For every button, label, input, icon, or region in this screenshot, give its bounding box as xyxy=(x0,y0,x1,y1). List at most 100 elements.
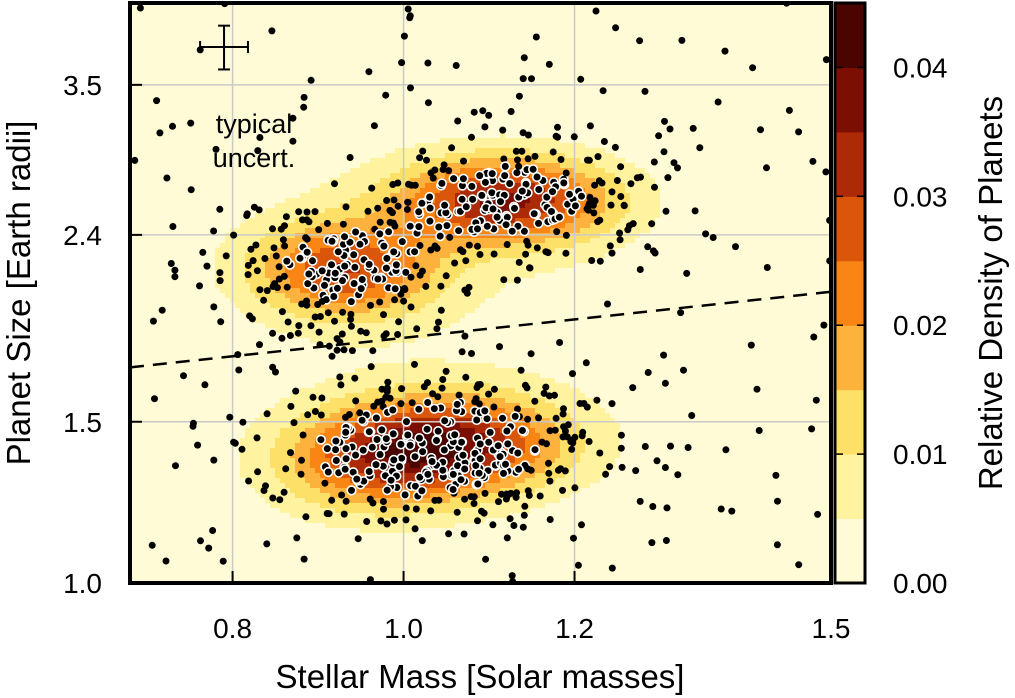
density-cell xyxy=(430,73,436,79)
density-cell xyxy=(745,143,751,149)
density-cell xyxy=(165,33,171,39)
density-cell xyxy=(625,138,631,144)
density-cell xyxy=(300,83,306,89)
density-cell xyxy=(670,98,676,104)
density-cell xyxy=(600,38,606,44)
density-cell xyxy=(335,38,341,44)
density-cell xyxy=(820,38,826,44)
density-cell xyxy=(165,13,171,19)
density-cell xyxy=(590,163,596,169)
density-cell xyxy=(505,98,511,104)
density-cell xyxy=(375,98,381,104)
density-cell xyxy=(765,43,771,49)
density-cell xyxy=(390,53,396,59)
density-cell xyxy=(290,28,296,34)
density-cell xyxy=(180,138,186,144)
density-cell xyxy=(745,118,751,124)
density-cell xyxy=(150,8,156,14)
density-cell xyxy=(200,103,206,109)
density-cell xyxy=(630,138,636,144)
density-cell xyxy=(180,48,186,54)
density-cell xyxy=(480,48,486,54)
density-cell xyxy=(385,173,391,179)
density-cell xyxy=(795,123,801,129)
density-cell xyxy=(810,113,816,119)
density-cell xyxy=(810,98,816,104)
density-cell xyxy=(680,68,686,74)
density-cell xyxy=(240,83,246,89)
density-cell xyxy=(395,93,401,99)
density-cell xyxy=(260,43,266,49)
density-cell xyxy=(715,23,721,29)
density-cell xyxy=(265,58,271,64)
density-cell xyxy=(320,28,326,34)
density-cell xyxy=(345,168,351,174)
density-cell xyxy=(225,8,231,14)
density-cell xyxy=(595,118,601,124)
density-cell xyxy=(310,43,316,49)
density-cell xyxy=(720,78,726,84)
density-cell xyxy=(810,93,816,99)
density-cell xyxy=(780,88,786,94)
density-cell xyxy=(335,98,341,104)
density-cell xyxy=(785,68,791,74)
density-cell xyxy=(785,13,791,19)
density-cell xyxy=(760,78,766,84)
density-cell xyxy=(285,78,291,84)
density-cell xyxy=(370,138,376,144)
density-cell xyxy=(490,78,496,84)
density-cell xyxy=(365,178,371,184)
density-cell xyxy=(605,38,611,44)
density-cell xyxy=(295,98,301,104)
density-cell xyxy=(365,8,371,14)
density-cell xyxy=(630,168,636,174)
density-cell xyxy=(155,58,161,64)
density-cell xyxy=(535,133,541,139)
density-cell xyxy=(210,98,216,104)
density-cell xyxy=(250,173,256,179)
density-cell xyxy=(350,118,356,124)
density-cell xyxy=(350,168,356,174)
density-cell xyxy=(470,73,476,79)
density-cell xyxy=(655,168,661,174)
density-cell xyxy=(735,48,741,54)
density-cell xyxy=(145,158,151,164)
density-cell xyxy=(725,33,731,39)
density-cell xyxy=(275,88,281,94)
density-cell xyxy=(755,33,761,39)
density-cell xyxy=(650,33,656,39)
density-cell xyxy=(765,108,771,114)
density-cell xyxy=(445,118,451,124)
density-cell xyxy=(155,43,161,49)
density-cell xyxy=(165,133,171,139)
density-cell xyxy=(160,63,166,69)
density-cell xyxy=(720,133,726,139)
density-cell xyxy=(685,28,691,34)
density-cell xyxy=(215,98,221,104)
density-cell xyxy=(325,138,331,144)
density-cell xyxy=(265,103,271,109)
density-cell xyxy=(355,178,361,184)
density-cell xyxy=(480,28,486,34)
density-cell xyxy=(765,53,771,59)
density-cell xyxy=(440,143,446,149)
density-cell xyxy=(605,158,611,164)
density-cell xyxy=(285,43,291,49)
density-cell xyxy=(185,13,191,19)
density-cell xyxy=(520,123,526,129)
density-cell xyxy=(405,43,411,49)
density-cell xyxy=(335,18,341,24)
density-cell xyxy=(195,118,201,124)
density-cell xyxy=(590,68,596,74)
density-cell xyxy=(700,63,706,69)
density-cell xyxy=(670,138,676,144)
density-cell xyxy=(180,73,186,79)
density-cell xyxy=(790,153,796,159)
density-cell xyxy=(205,83,211,89)
density-cell xyxy=(615,58,621,64)
density-cell xyxy=(635,13,641,19)
density-cell xyxy=(475,23,481,29)
density-cell xyxy=(540,58,546,64)
density-cell xyxy=(515,38,521,44)
density-cell xyxy=(750,28,756,34)
